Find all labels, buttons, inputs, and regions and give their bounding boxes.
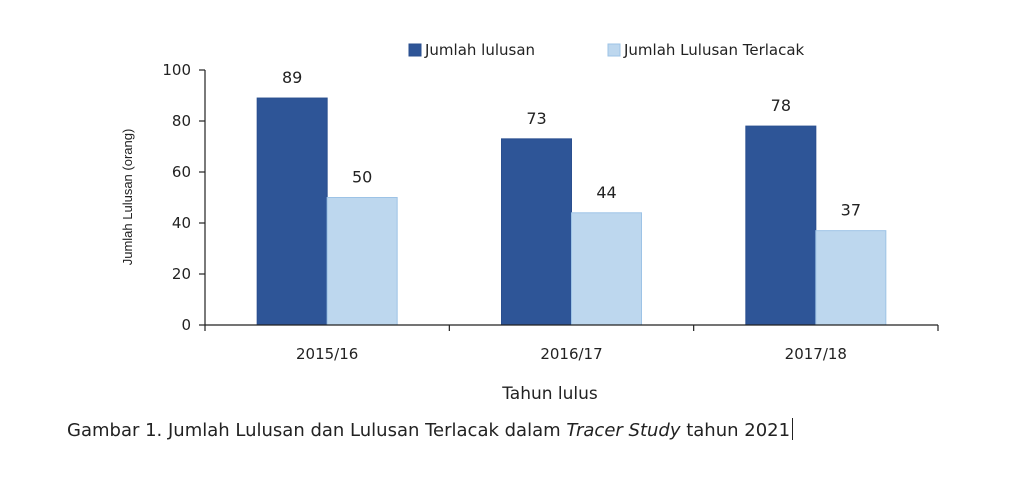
legend-swatch bbox=[408, 43, 422, 57]
y-tick-label: 60 bbox=[172, 163, 191, 181]
x-axis-title: Tahun lulus bbox=[501, 384, 598, 404]
data-label: 89 bbox=[282, 68, 302, 87]
y-tick-label: 80 bbox=[172, 112, 191, 130]
data-label: 73 bbox=[526, 109, 546, 128]
data-label: 44 bbox=[596, 183, 616, 202]
y-tick-label: 40 bbox=[172, 214, 191, 232]
y-tick-label: 20 bbox=[172, 265, 191, 283]
text-cursor bbox=[792, 418, 794, 440]
bar-lulusan-terlacak-2015-16 bbox=[326, 197, 398, 326]
y-axis-title: Jumlah Lulusan (orang) bbox=[120, 129, 135, 266]
x-tick-label: 2016/17 bbox=[540, 345, 602, 363]
legend-label: Jumlah Lulusan Terlacak bbox=[623, 41, 805, 59]
bar-jumlah-lulusan-2016-17 bbox=[501, 138, 572, 326]
caption-emphasis: Tracer Study bbox=[566, 420, 681, 441]
bar-lulusan-terlacak-2016-17 bbox=[571, 212, 642, 326]
axes: 0 20 40 60 80 100 2015/16 2016/17 2017/18 bbox=[162, 61, 939, 363]
data-label: 50 bbox=[352, 168, 372, 187]
caption-prefix: Gambar 1. Jumlah Lulusan dan Lulusan Ter… bbox=[67, 420, 567, 441]
bar-jumlah-lulusan-2015-16 bbox=[256, 97, 328, 326]
bars bbox=[256, 97, 887, 326]
figure-caption: Gambar 1. Jumlah Lulusan dan Lulusan Ter… bbox=[67, 418, 794, 441]
legend-label: Jumlah lulusan bbox=[424, 41, 535, 59]
legend: Jumlah lulusan Jumlah Lulusan Terlacak bbox=[408, 41, 805, 59]
y-tick-label: 0 bbox=[181, 316, 191, 334]
y-tick-label: 100 bbox=[162, 61, 191, 79]
x-tick-label: 2017/18 bbox=[785, 345, 847, 363]
bar-lulusan-terlacak-2017-18 bbox=[815, 230, 887, 326]
x-tick-label: 2015/16 bbox=[296, 345, 358, 363]
legend-swatch bbox=[607, 43, 621, 57]
bar-jumlah-lulusan-2017-18 bbox=[745, 125, 817, 326]
data-labels: 89 50 73 44 78 37 bbox=[282, 68, 861, 220]
caption-suffix: tahun 2021 bbox=[680, 420, 791, 441]
data-label: 78 bbox=[771, 96, 791, 115]
data-label: 37 bbox=[841, 201, 861, 220]
